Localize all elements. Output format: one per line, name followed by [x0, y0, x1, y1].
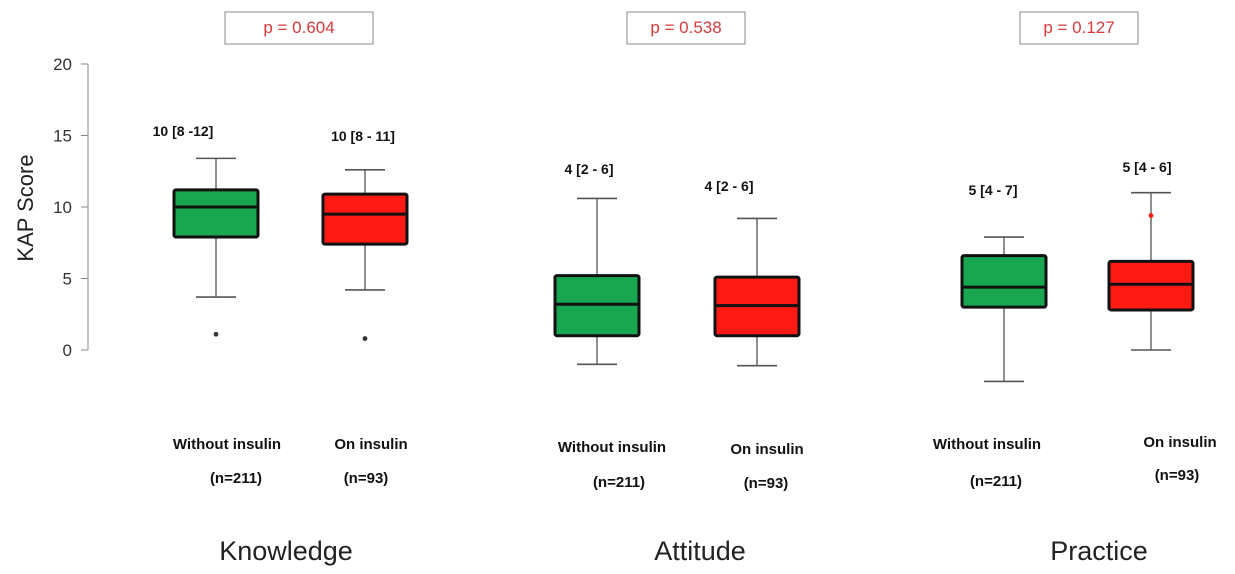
p-value-box: [1019, 11, 1139, 45]
series-label: On insulin: [1143, 434, 1216, 451]
median-iqr-label: 10 [8 -12]: [153, 123, 214, 139]
median-iqr-label: 10 [8 - 11]: [331, 128, 395, 144]
category-label: Practice: [1050, 536, 1148, 566]
p-value-box: [626, 11, 746, 45]
sample-size-label: (n=93): [1155, 467, 1200, 484]
y-tick-label: 20: [53, 55, 72, 74]
outlier-point: [1148, 213, 1154, 218]
sample-size-label: (n=211): [210, 470, 262, 487]
category-label: Knowledge: [219, 536, 353, 566]
outlier-point: [362, 336, 368, 341]
y-axis-label: KAP Score: [13, 154, 38, 261]
box-without_insulin: [172, 188, 260, 239]
series-label: Without insulin: [933, 436, 1041, 453]
median-iqr-label: 4 [2 - 6]: [564, 161, 613, 177]
box-without_insulin: [960, 254, 1048, 309]
box-on_insulin: [321, 192, 409, 246]
y-tick-label: 15: [53, 127, 72, 146]
y-tick-label: 0: [63, 341, 72, 360]
sample-size-label: (n=211): [970, 473, 1022, 490]
sample-size-label: (n=93): [744, 475, 789, 492]
p-value-label: p = 0.604: [263, 18, 334, 37]
series-label: Without insulin: [558, 439, 666, 456]
category-label: Attitude: [654, 536, 746, 566]
median-iqr-label: 5 [4 - 7]: [968, 182, 1017, 198]
outlier-point: [213, 331, 219, 337]
series-label: On insulin: [334, 436, 407, 453]
sample-size-label: (n=211): [593, 474, 645, 491]
p-value-label: p = 0.127: [1043, 18, 1114, 37]
p-value-box: [224, 11, 374, 45]
series-label: Without insulin: [173, 436, 281, 453]
y-tick-label: 5: [63, 270, 72, 289]
median-iqr-label: 4 [2 - 6]: [704, 178, 753, 194]
y-tick-label: 10: [53, 198, 72, 217]
series-label: On insulin: [730, 441, 803, 458]
median-iqr-label: 5 [4 - 6]: [1122, 159, 1171, 175]
sample-size-label: (n=93): [344, 470, 389, 487]
p-value-label: p = 0.538: [650, 18, 721, 37]
